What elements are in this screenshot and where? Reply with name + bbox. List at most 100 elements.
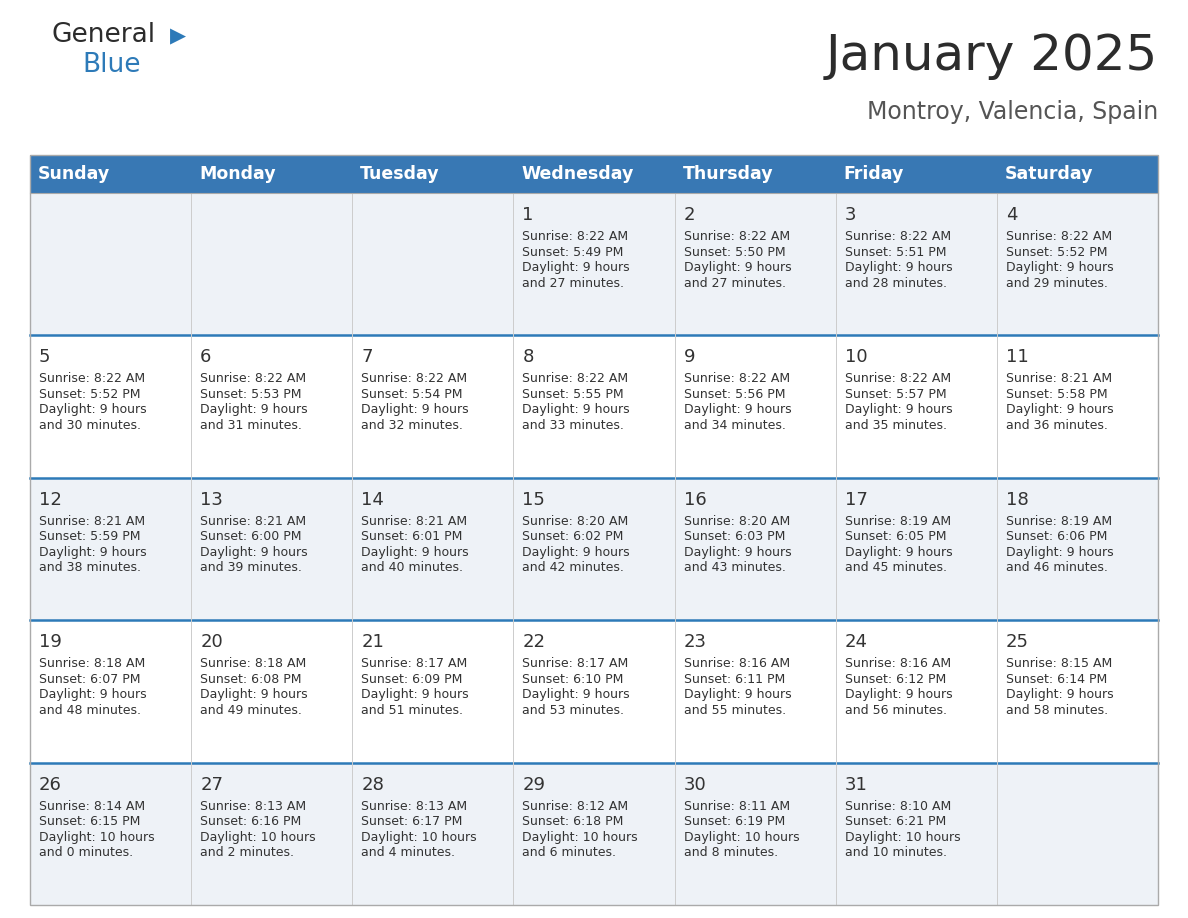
Text: 31: 31 (845, 776, 867, 793)
Text: 13: 13 (200, 491, 223, 509)
Text: 22: 22 (523, 633, 545, 651)
Text: Sunrise: 8:21 AM: Sunrise: 8:21 AM (39, 515, 145, 528)
Text: and 31 minutes.: and 31 minutes. (200, 419, 302, 431)
Text: and 29 minutes.: and 29 minutes. (1006, 276, 1107, 289)
Text: Daylight: 10 hours: Daylight: 10 hours (361, 831, 476, 844)
Text: 27: 27 (200, 776, 223, 793)
Text: Sunset: 6:19 PM: Sunset: 6:19 PM (683, 815, 785, 828)
Text: 15: 15 (523, 491, 545, 509)
Text: Sunset: 6:16 PM: Sunset: 6:16 PM (200, 815, 302, 828)
Bar (191, 155, 353, 193)
Text: Sunset: 5:52 PM: Sunset: 5:52 PM (1006, 245, 1107, 259)
Text: Sunrise: 8:10 AM: Sunrise: 8:10 AM (845, 800, 950, 812)
Text: Sunrise: 8:17 AM: Sunrise: 8:17 AM (361, 657, 468, 670)
Text: Sunset: 6:06 PM: Sunset: 6:06 PM (1006, 531, 1107, 543)
Text: Tuesday: Tuesday (360, 165, 440, 183)
Text: Sunrise: 8:22 AM: Sunrise: 8:22 AM (683, 373, 790, 386)
Text: and 27 minutes.: and 27 minutes. (523, 276, 625, 289)
Text: Sunset: 6:21 PM: Sunset: 6:21 PM (845, 815, 946, 828)
Text: Sunset: 5:50 PM: Sunset: 5:50 PM (683, 245, 785, 259)
Text: Sunset: 6:15 PM: Sunset: 6:15 PM (39, 815, 140, 828)
Text: and 51 minutes.: and 51 minutes. (361, 704, 463, 717)
Text: Sunset: 6:01 PM: Sunset: 6:01 PM (361, 531, 462, 543)
Text: Sunrise: 8:18 AM: Sunrise: 8:18 AM (200, 657, 307, 670)
Text: Daylight: 9 hours: Daylight: 9 hours (39, 546, 146, 559)
Text: Sunset: 5:57 PM: Sunset: 5:57 PM (845, 388, 947, 401)
Text: and 28 minutes.: and 28 minutes. (845, 276, 947, 289)
Text: and 6 minutes.: and 6 minutes. (523, 846, 617, 859)
Text: Monday: Monday (200, 165, 276, 183)
Text: Daylight: 9 hours: Daylight: 9 hours (200, 403, 308, 417)
Text: and 36 minutes.: and 36 minutes. (1006, 419, 1107, 431)
Text: Sunset: 6:17 PM: Sunset: 6:17 PM (361, 815, 462, 828)
Text: 1: 1 (523, 206, 533, 224)
Text: ▶: ▶ (170, 26, 187, 46)
Text: Daylight: 9 hours: Daylight: 9 hours (361, 403, 469, 417)
Text: and 30 minutes.: and 30 minutes. (39, 419, 141, 431)
Text: 20: 20 (200, 633, 223, 651)
Text: Daylight: 9 hours: Daylight: 9 hours (523, 546, 630, 559)
Text: 21: 21 (361, 633, 384, 651)
Text: Sunset: 6:03 PM: Sunset: 6:03 PM (683, 531, 785, 543)
Text: General: General (52, 22, 156, 48)
Text: Sunrise: 8:22 AM: Sunrise: 8:22 AM (200, 373, 307, 386)
Text: Sunrise: 8:22 AM: Sunrise: 8:22 AM (523, 373, 628, 386)
Text: Daylight: 9 hours: Daylight: 9 hours (683, 261, 791, 274)
Text: Sunrise: 8:15 AM: Sunrise: 8:15 AM (1006, 657, 1112, 670)
Bar (30, 621, 1158, 763)
Text: Sunset: 6:11 PM: Sunset: 6:11 PM (683, 673, 785, 686)
Text: Daylight: 9 hours: Daylight: 9 hours (845, 261, 953, 274)
Text: Daylight: 9 hours: Daylight: 9 hours (200, 546, 308, 559)
Text: January 2025: January 2025 (826, 32, 1158, 80)
Bar (997, 155, 1158, 193)
Text: 18: 18 (1006, 491, 1029, 509)
Text: Sunrise: 8:16 AM: Sunrise: 8:16 AM (683, 657, 790, 670)
Text: Daylight: 10 hours: Daylight: 10 hours (683, 831, 800, 844)
Text: Sunrise: 8:12 AM: Sunrise: 8:12 AM (523, 800, 628, 812)
Text: and 35 minutes.: and 35 minutes. (845, 419, 947, 431)
Text: Sunrise: 8:22 AM: Sunrise: 8:22 AM (845, 230, 950, 243)
Text: Sunrise: 8:17 AM: Sunrise: 8:17 AM (523, 657, 628, 670)
Bar (30, 155, 191, 193)
Text: Daylight: 9 hours: Daylight: 9 hours (361, 546, 469, 559)
Text: Sunrise: 8:21 AM: Sunrise: 8:21 AM (361, 515, 467, 528)
Text: Sunrise: 8:22 AM: Sunrise: 8:22 AM (361, 373, 467, 386)
Text: 4: 4 (1006, 206, 1017, 224)
Text: Daylight: 10 hours: Daylight: 10 hours (845, 831, 960, 844)
Text: Sunset: 5:58 PM: Sunset: 5:58 PM (1006, 388, 1107, 401)
Text: Montroy, Valencia, Spain: Montroy, Valencia, Spain (867, 100, 1158, 124)
Text: Sunrise: 8:14 AM: Sunrise: 8:14 AM (39, 800, 145, 812)
Text: Sunrise: 8:19 AM: Sunrise: 8:19 AM (845, 515, 950, 528)
Text: Daylight: 9 hours: Daylight: 9 hours (523, 261, 630, 274)
Text: Daylight: 9 hours: Daylight: 9 hours (845, 403, 953, 417)
Text: Daylight: 9 hours: Daylight: 9 hours (683, 403, 791, 417)
Text: Daylight: 9 hours: Daylight: 9 hours (523, 688, 630, 701)
Text: 12: 12 (39, 491, 62, 509)
Text: Sunrise: 8:20 AM: Sunrise: 8:20 AM (523, 515, 628, 528)
Text: 16: 16 (683, 491, 707, 509)
Text: 17: 17 (845, 491, 867, 509)
Text: Sunset: 6:10 PM: Sunset: 6:10 PM (523, 673, 624, 686)
Text: and 8 minutes.: and 8 minutes. (683, 846, 778, 859)
Text: Sunrise: 8:21 AM: Sunrise: 8:21 AM (200, 515, 307, 528)
Text: 24: 24 (845, 633, 867, 651)
Text: Daylight: 9 hours: Daylight: 9 hours (361, 688, 469, 701)
Text: Sunrise: 8:18 AM: Sunrise: 8:18 AM (39, 657, 145, 670)
Bar (30, 155, 1158, 905)
Text: 26: 26 (39, 776, 62, 793)
Text: and 4 minutes.: and 4 minutes. (361, 846, 455, 859)
Text: Sunset: 6:18 PM: Sunset: 6:18 PM (523, 815, 624, 828)
Text: Friday: Friday (843, 165, 904, 183)
Text: and 45 minutes.: and 45 minutes. (845, 561, 947, 575)
Text: Daylight: 9 hours: Daylight: 9 hours (39, 403, 146, 417)
Text: Sunset: 6:08 PM: Sunset: 6:08 PM (200, 673, 302, 686)
Text: Sunrise: 8:22 AM: Sunrise: 8:22 AM (39, 373, 145, 386)
Text: Daylight: 9 hours: Daylight: 9 hours (845, 688, 953, 701)
Bar (30, 335, 1158, 477)
Text: and 33 minutes.: and 33 minutes. (523, 419, 625, 431)
Text: Sunset: 5:54 PM: Sunset: 5:54 PM (361, 388, 463, 401)
Text: Sunrise: 8:22 AM: Sunrise: 8:22 AM (1006, 230, 1112, 243)
Bar (353, 155, 513, 193)
Text: Blue: Blue (82, 52, 140, 78)
Text: Sunset: 6:00 PM: Sunset: 6:00 PM (200, 531, 302, 543)
